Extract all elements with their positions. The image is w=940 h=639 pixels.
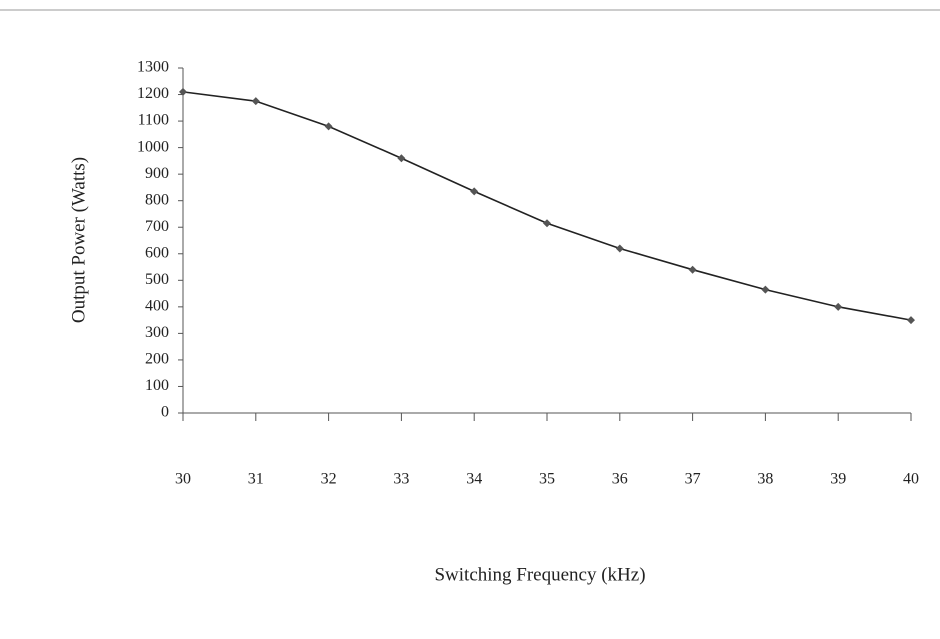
- data-point: [324, 122, 333, 131]
- data-point: [397, 154, 406, 163]
- x-tick-label: 33: [393, 471, 409, 488]
- y-tick-label: 500: [145, 271, 169, 288]
- series-line: [182, 91, 912, 321]
- data-point: [251, 97, 260, 106]
- x-tick-label: 38: [757, 471, 773, 488]
- data-point: [688, 265, 697, 274]
- y-tick-label: 1200: [137, 85, 169, 102]
- x-tick-label: 34: [466, 471, 482, 488]
- y-tick-label: 1000: [137, 138, 169, 155]
- data-point: [907, 316, 915, 325]
- data-point: [470, 187, 479, 196]
- data-point: [543, 219, 551, 228]
- y-tick-label: 400: [145, 298, 169, 315]
- x-tick-label: 30: [175, 471, 191, 488]
- data-point: [761, 285, 770, 294]
- data-point: [179, 87, 187, 96]
- x-tick-label: 37: [685, 471, 701, 488]
- x-tick-label: 40: [903, 471, 919, 488]
- y-tick-label: 700: [145, 218, 169, 235]
- data-point: [615, 244, 624, 253]
- x-tick-label: 32: [321, 471, 337, 488]
- y-axis-title: Output Power (Watts): [68, 157, 89, 323]
- x-axis-title: Switching Frequency (kHz): [434, 564, 645, 585]
- y-tick-label: 1300: [137, 59, 169, 76]
- y-tick-label: 300: [145, 324, 169, 341]
- x-tick-label: 35: [539, 471, 555, 488]
- data-point: [834, 302, 843, 311]
- x-tick-label: 31: [248, 471, 264, 488]
- y-tick-label: 600: [145, 244, 169, 261]
- y-tick-label: 0: [161, 404, 169, 421]
- x-tick-label: 36: [612, 471, 628, 488]
- y-tick-label: 100: [145, 377, 169, 394]
- y-tick-label: 800: [145, 191, 169, 208]
- y-tick-label: 200: [145, 351, 169, 368]
- y-tick-label: 1100: [138, 112, 169, 129]
- y-tick-label: 900: [145, 165, 169, 182]
- x-tick-label: 39: [830, 471, 846, 488]
